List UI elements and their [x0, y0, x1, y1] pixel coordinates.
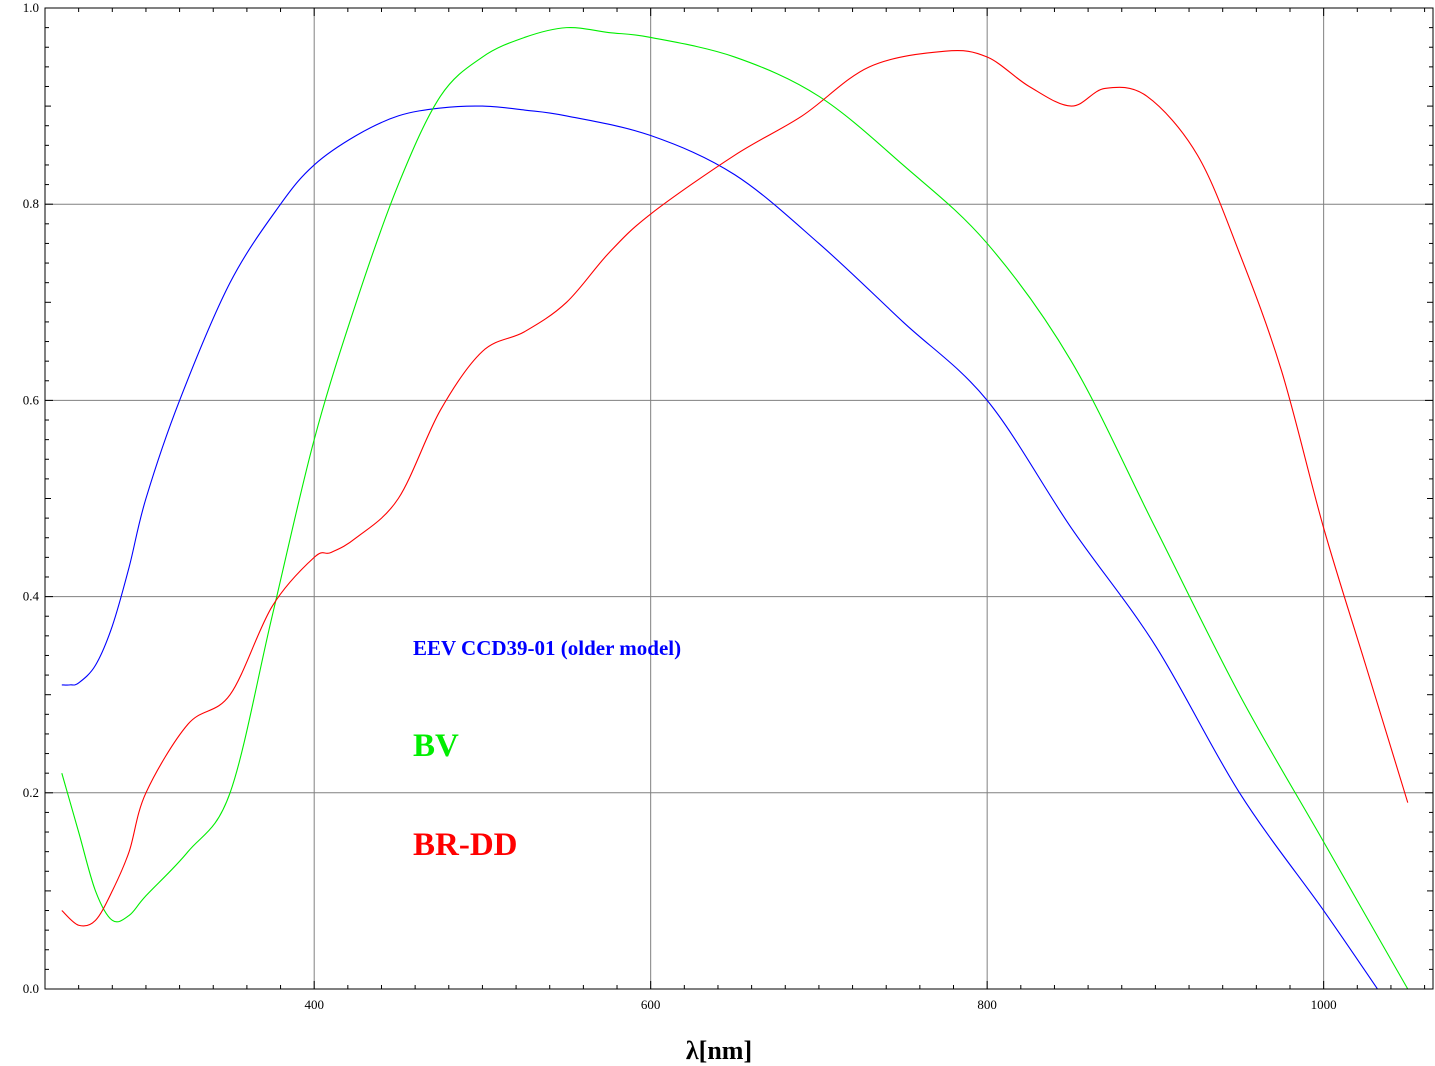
series-line-2 [61, 50, 1409, 927]
legend: EEV CCD39-01 (older model) BV BR-DD [413, 636, 681, 863]
series-line-0 [61, 105, 1378, 990]
plot-frame [44, 7, 1434, 990]
y-tick-label: 0.8 [23, 196, 39, 211]
legend-entry: EEV CCD39-01 (older model) [413, 636, 681, 660]
grid-lines [45, 8, 1433, 989]
legend-entry: BR-DD [413, 827, 518, 863]
axis-ticks: 400 600 800 1000 0.0 0.2 0.4 0.6 0.8 1.0 [23, 0, 1433, 1012]
x-tick-label: 600 [641, 997, 661, 1012]
y-tick-label: 0.6 [23, 392, 40, 407]
y-tick-label: 0.4 [23, 589, 40, 604]
x-tick-label: 800 [977, 997, 997, 1012]
x-tick-label: 1000 [1311, 997, 1337, 1012]
y-tick-label: 0.0 [23, 981, 39, 996]
series-lines [61, 26, 1409, 990]
y-tick-label: 0.2 [23, 785, 39, 800]
series-line-1 [61, 26, 1409, 990]
y-tick-label: 1.0 [23, 0, 39, 15]
x-tick-label: 400 [304, 997, 324, 1012]
legend-entry: BV [413, 728, 459, 764]
x-axis-label: λ[nm] [686, 1036, 752, 1065]
